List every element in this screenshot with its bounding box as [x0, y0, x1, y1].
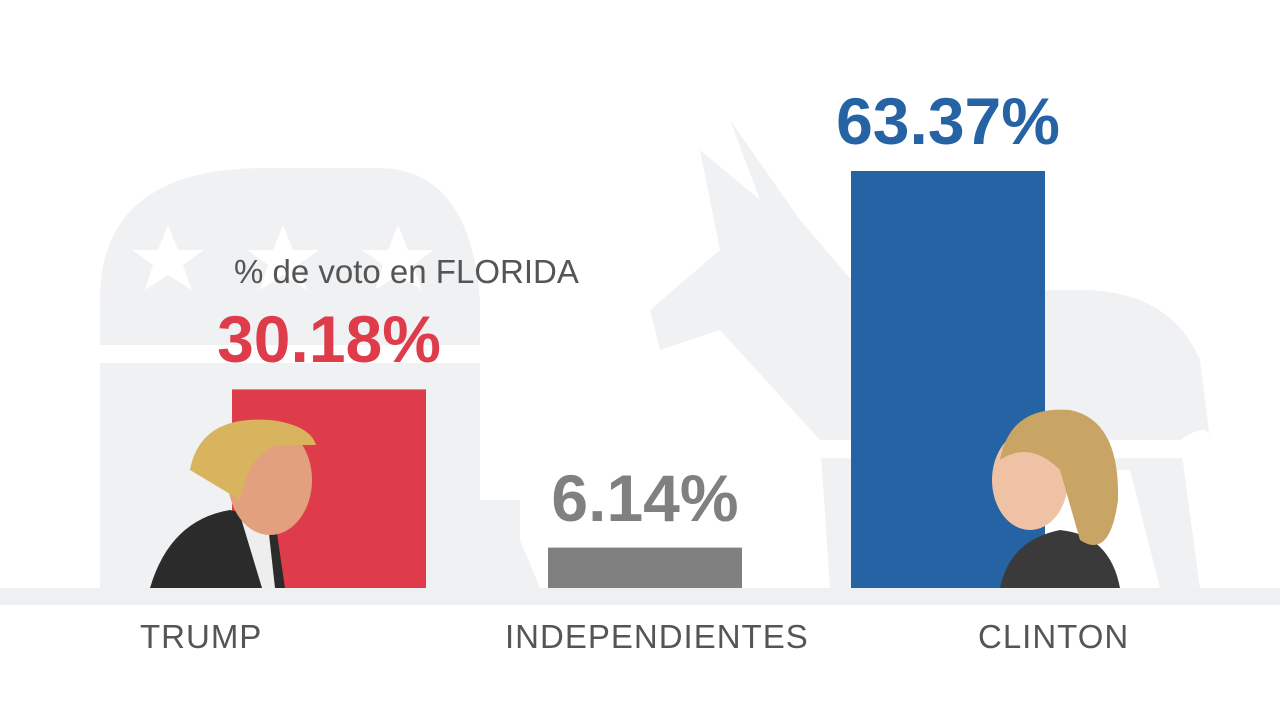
trump-portrait-image: [150, 419, 316, 588]
category-label-trump: TRUMP: [140, 618, 263, 655]
value-label-trump: 30.18%: [217, 302, 441, 377]
category-label-independientes: INDEPENDIENTES: [505, 618, 809, 655]
republican-elephant-icon: [100, 168, 540, 588]
value-label-independientes: 6.14%: [551, 460, 739, 535]
bar-independientes: [548, 547, 742, 588]
chart-baseline-floor: [0, 588, 1280, 605]
category-label-clinton: CLINTON: [978, 618, 1130, 655]
chart-title: % de voto en FLORIDA: [234, 253, 579, 290]
clinton-portrait-image: [992, 409, 1120, 588]
value-label-clinton: 63.37%: [836, 84, 1060, 158]
